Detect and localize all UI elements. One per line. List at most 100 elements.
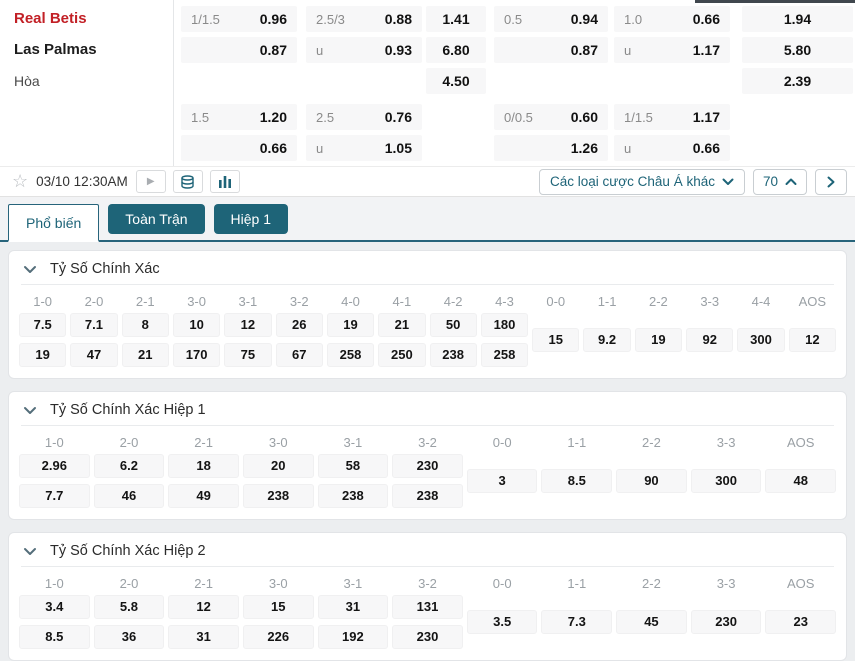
- odds-cell[interactable]: 36: [93, 625, 165, 649]
- odds-cell[interactable]: 21: [378, 313, 426, 337]
- odds-cell[interactable]: 10: [172, 313, 221, 337]
- next-button[interactable]: [815, 168, 847, 195]
- odds-cell[interactable]: 21: [121, 343, 169, 367]
- odds-cell[interactable]: 7.3: [541, 610, 613, 634]
- odds-cell[interactable]: 1/1.5 0.96: [181, 6, 297, 32]
- tab-toan-tran[interactable]: Toàn Trận: [108, 204, 205, 234]
- odds-cell[interactable]: 2.39: [742, 68, 853, 94]
- odds-cell[interactable]: 8: [121, 313, 169, 337]
- odds-cell[interactable]: 20: [242, 454, 314, 478]
- odds-cell[interactable]: 180: [480, 313, 529, 337]
- odds-cell[interactable]: 2.5/3 0.88: [306, 6, 422, 32]
- odds-cell[interactable]: u 1.17: [614, 37, 730, 63]
- odds-cell[interactable]: 5.80: [742, 37, 853, 63]
- odds-cell[interactable]: 18: [168, 454, 239, 478]
- section-header[interactable]: Tỷ Số Chính Xác: [9, 251, 846, 284]
- odds-cell[interactable]: 75: [224, 343, 272, 367]
- odds-cell[interactable]: 47: [70, 343, 118, 367]
- odds-cell[interactable]: 238: [429, 343, 477, 367]
- odds-cell[interactable]: 58: [317, 454, 389, 478]
- odds-cell[interactable]: 45: [616, 610, 687, 634]
- odds-cell[interactable]: 12: [224, 313, 272, 337]
- odds-cell[interactable]: 7.5: [19, 313, 67, 337]
- odds-cell[interactable]: u 0.66: [614, 135, 730, 161]
- section-header[interactable]: Tỷ Số Chính Xác Hiệp 2: [9, 533, 846, 566]
- play-button[interactable]: ▶: [135, 170, 166, 193]
- odds-cell[interactable]: 6.80: [426, 37, 486, 63]
- odds-cell[interactable]: 2.96: [19, 454, 90, 478]
- odds-cell[interactable]: 31: [317, 595, 389, 619]
- odds-cell[interactable]: 230: [690, 610, 762, 634]
- tab-hiep-1[interactable]: Hiệp 1: [213, 204, 289, 234]
- other-asian-bets-dropdown[interactable]: Các loại cược Châu Á khác: [539, 168, 745, 195]
- odds-cell[interactable]: 1.41: [426, 6, 486, 32]
- odds-cell[interactable]: 31: [168, 625, 239, 649]
- odds-cell[interactable]: 0.87: [494, 37, 608, 63]
- odds-cell[interactable]: 50: [429, 313, 477, 337]
- odds-cell[interactable]: 26: [275, 313, 323, 337]
- odds-cell[interactable]: 192: [317, 625, 389, 649]
- odds-cell[interactable]: 1/1.5 1.17: [614, 104, 730, 130]
- odds-cell[interactable]: 90: [616, 469, 687, 493]
- odds-cell[interactable]: 9.2: [583, 328, 631, 352]
- odds-cell[interactable]: 2.5 0.76: [306, 104, 422, 130]
- odds-cell[interactable]: 1.94: [742, 6, 853, 32]
- odds-cell[interactable]: 238: [242, 484, 314, 508]
- odds-cell[interactable]: 1.0 0.66: [614, 6, 730, 32]
- odds-cell[interactable]: 12: [788, 328, 836, 352]
- section-header[interactable]: Tỷ Số Chính Xác Hiệp 1: [9, 392, 846, 425]
- bar-chart-button[interactable]: [209, 170, 240, 193]
- odds-cell[interactable]: 19: [326, 313, 375, 337]
- odds-cell[interactable]: 0/0.5 0.60: [494, 104, 608, 130]
- odds-cell[interactable]: 3: [466, 469, 538, 493]
- odds-cell[interactable]: 8.5: [541, 469, 613, 493]
- odds-cell[interactable]: 8.5: [19, 625, 90, 649]
- odds-cell[interactable]: 258: [480, 343, 529, 367]
- odds-cell[interactable]: 238: [317, 484, 389, 508]
- odds-cell[interactable]: 226: [242, 625, 314, 649]
- odds-cell[interactable]: 230: [392, 454, 463, 478]
- draw-column: AOS 48: [765, 431, 837, 508]
- odds-cell[interactable]: 46: [93, 484, 165, 508]
- odds-cell[interactable]: 15: [242, 595, 314, 619]
- odds-cell[interactable]: 92: [686, 328, 734, 352]
- odds-cell[interactable]: 7.7: [19, 484, 90, 508]
- odds-cell[interactable]: 230: [392, 625, 463, 649]
- odds-cell[interactable]: 5.8: [93, 595, 165, 619]
- odds-cell[interactable]: 7.1: [70, 313, 118, 337]
- odds-cell[interactable]: 4.50: [426, 68, 486, 94]
- odds-cell[interactable]: 0.66: [181, 135, 297, 161]
- odds-cell[interactable]: 6.2: [93, 454, 165, 478]
- odds-cell[interactable]: 12: [168, 595, 239, 619]
- odds-cell[interactable]: 3.5: [466, 610, 538, 634]
- odds-cell[interactable]: 131: [392, 595, 463, 619]
- odds-cell[interactable]: 19: [634, 328, 683, 352]
- odds-cell[interactable]: 300: [690, 469, 762, 493]
- odds-cell[interactable]: 67: [275, 343, 323, 367]
- odds-cell[interactable]: 300: [737, 328, 785, 352]
- odds-cell[interactable]: 250: [378, 343, 426, 367]
- odds-cell[interactable]: 1.5 1.20: [181, 104, 297, 130]
- odds-cell[interactable]: 1.26: [494, 135, 608, 161]
- odds-cell[interactable]: u 1.05: [306, 135, 422, 161]
- odds-cell[interactable]: 238: [392, 484, 463, 508]
- market-count-button[interactable]: 70: [752, 168, 807, 195]
- odds-cell[interactable]: 3.4: [19, 595, 90, 619]
- odds-cell[interactable]: 19: [19, 343, 67, 367]
- handicap-label: 2.5: [316, 109, 335, 125]
- odds-empty-slot: [742, 104, 853, 130]
- score-section-card: Tỷ Số Chính Xác Hiệp 1 1-0 2.96 7.7 2-0 6.2 46…: [8, 391, 847, 520]
- stacked-odds-button[interactable]: [172, 170, 203, 193]
- odds-cell[interactable]: 0.87: [181, 37, 297, 63]
- odds-cell[interactable]: 48: [765, 469, 837, 493]
- odds-cell[interactable]: 15: [532, 328, 580, 352]
- score-header: 1-1: [567, 576, 587, 591]
- star-icon[interactable]: ☆: [12, 171, 29, 191]
- odds-cell[interactable]: 258: [326, 343, 375, 367]
- odds-cell[interactable]: 23: [765, 610, 837, 634]
- odds-cell[interactable]: u 0.93: [306, 37, 422, 63]
- odds-cell[interactable]: 49: [168, 484, 239, 508]
- odds-cell[interactable]: 170: [172, 343, 221, 367]
- tab-pho-bien[interactable]: Phổ biến: [8, 204, 100, 242]
- odds-cell[interactable]: 0.5 0.94: [494, 6, 608, 32]
